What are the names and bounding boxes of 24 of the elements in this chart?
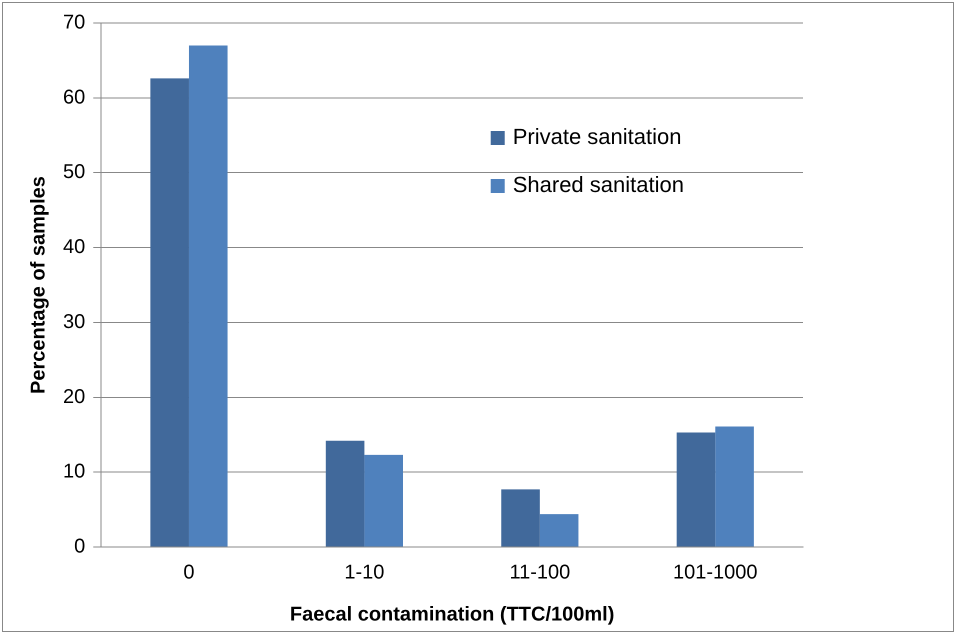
bar [188,45,228,546]
y-tick-label: 0 [74,536,86,558]
x-axis-title: Faecal contamination (TTC/100ml) [290,604,614,626]
y-axis-title: Percentage of samples [28,176,50,394]
bar [676,432,716,546]
y-tick-label: 30 [62,310,86,333]
y-tick-label: 20 [62,386,86,408]
bar [150,78,189,546]
y-tick-label: 70 [62,12,86,34]
bar [364,454,403,546]
y-tick-label: 10 [62,460,86,483]
y-tick-label: 50 [62,161,86,184]
y-tick-label: 60 [62,86,86,108]
y-tick-label: 40 [62,236,86,258]
bar [540,514,578,546]
x-tick-label: 1-10 [344,562,384,584]
bar [501,489,540,546]
x-tick-label: 0 [183,562,195,584]
x-tick-label: 11-100 [509,562,570,584]
legend-label: Shared sanitation [512,172,684,198]
bar [326,440,364,546]
bar [715,426,754,546]
legend-label: Private sanitation [512,124,682,150]
x-tick-label: 101-1000 [673,562,758,584]
